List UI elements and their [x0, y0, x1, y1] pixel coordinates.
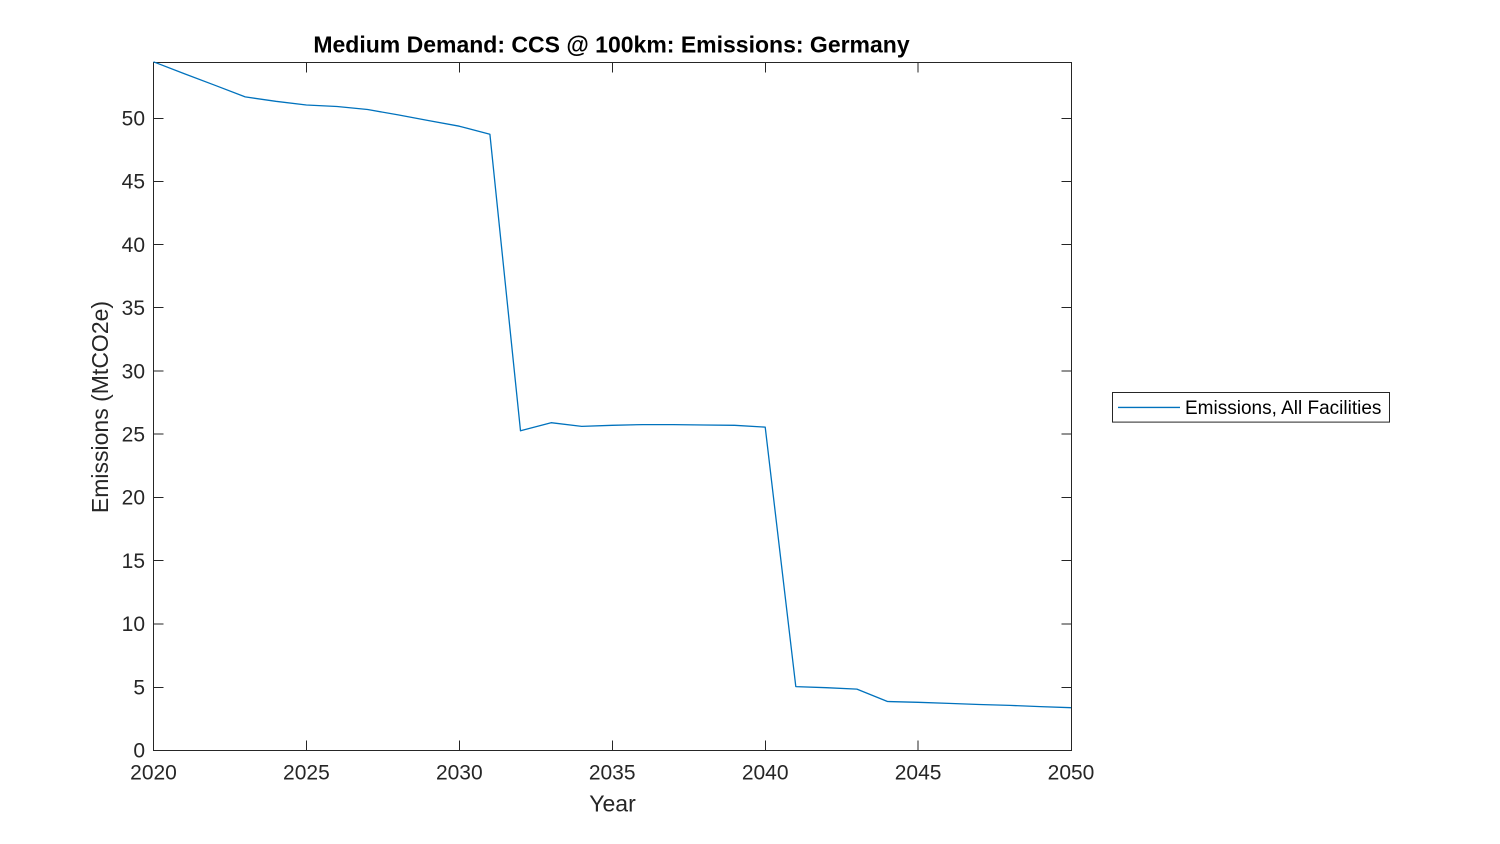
- svg-text:2040: 2040: [742, 762, 789, 785]
- svg-text:5: 5: [133, 676, 145, 699]
- svg-text:0: 0: [133, 740, 145, 763]
- svg-text:2030: 2030: [436, 762, 483, 785]
- svg-text:20: 20: [122, 487, 145, 510]
- svg-text:2045: 2045: [895, 762, 942, 785]
- svg-text:Medium Demand: CCS @ 100km: Em: Medium Demand: CCS @ 100km: Emissions: G…: [313, 32, 910, 58]
- svg-text:2035: 2035: [589, 762, 636, 785]
- svg-text:30: 30: [122, 360, 145, 383]
- svg-text:35: 35: [122, 297, 145, 320]
- svg-text:25: 25: [122, 424, 145, 447]
- svg-text:2020: 2020: [130, 762, 177, 785]
- svg-text:10: 10: [122, 613, 145, 636]
- svg-text:Year: Year: [589, 791, 636, 817]
- svg-text:40: 40: [122, 234, 145, 257]
- svg-text:2025: 2025: [283, 762, 330, 785]
- svg-text:45: 45: [122, 171, 145, 194]
- svg-text:50: 50: [122, 107, 145, 130]
- svg-text:Emissions (MtCO2e): Emissions (MtCO2e): [87, 301, 113, 513]
- svg-text:Emissions, All Facilities: Emissions, All Facilities: [1185, 398, 1381, 419]
- svg-text:15: 15: [122, 550, 145, 573]
- svg-text:2050: 2050: [1048, 762, 1095, 785]
